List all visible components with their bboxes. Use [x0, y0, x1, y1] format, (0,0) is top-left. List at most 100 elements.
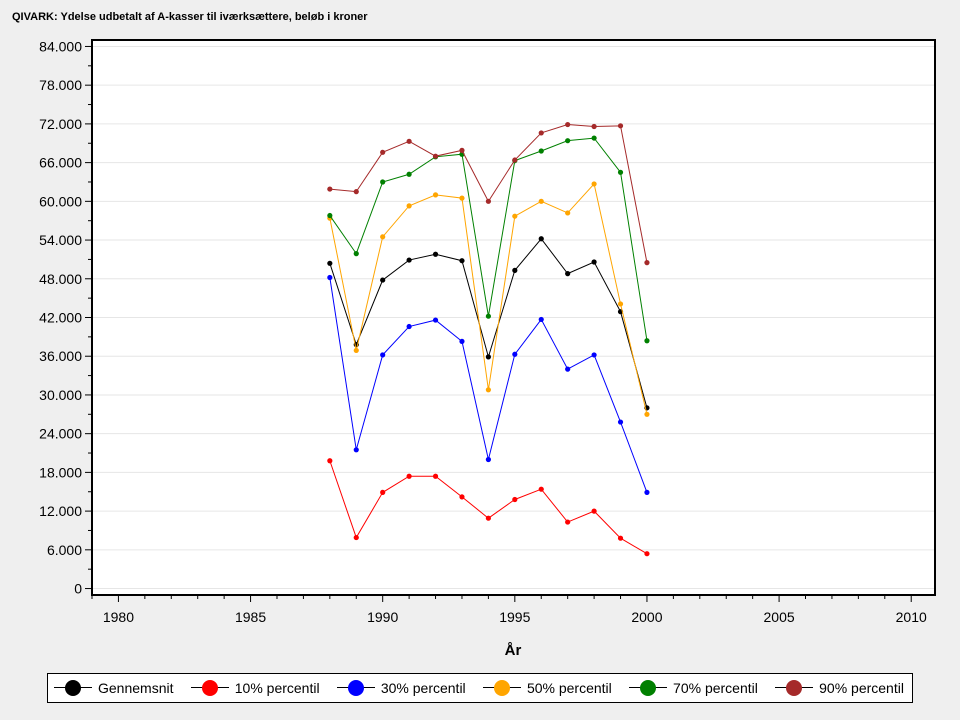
series-5 [327, 121, 650, 266]
legend-label: 90% percentil [819, 680, 904, 696]
data-point [512, 157, 518, 163]
series-lines [327, 121, 650, 557]
legend-marker-icon [775, 680, 814, 696]
y-tick-label: 72.000 [39, 116, 82, 132]
data-point [353, 347, 359, 354]
data-point [512, 496, 518, 503]
data-point [380, 234, 386, 240]
data-point [459, 147, 465, 153]
y-tick-label: 54.000 [39, 232, 82, 248]
line-chart: 0 6.000 12.000 18.000 24.000 30.000 36.000 42.0… [39, 38, 936, 659]
data-point [565, 519, 571, 525]
data-point [406, 203, 412, 209]
legend-item: Gennemsnit [54, 680, 173, 696]
x-tick-label: 1985 [235, 609, 266, 625]
series-2 [327, 274, 650, 495]
chart-title: QIVARK: Ydelse udbetalt af A-kasser til … [12, 11, 368, 23]
data-point [565, 138, 571, 144]
data-point [485, 456, 491, 463]
legend-marker-icon [336, 680, 375, 696]
data-point [538, 486, 544, 492]
legend-marker-icon [190, 680, 229, 696]
legend-marker-icon [482, 680, 521, 696]
y-tick-label: 18.000 [39, 464, 82, 480]
legend-label: 30% percentil [380, 680, 466, 696]
data-point [591, 181, 597, 187]
x-tick-label: 2000 [631, 609, 662, 625]
data-point [591, 123, 597, 130]
data-point [406, 171, 412, 177]
series-0 [327, 236, 650, 411]
data-point [485, 515, 491, 521]
data-point [327, 260, 333, 266]
y-tick-label: 48.000 [39, 271, 82, 287]
legend-label: 50% percentil [526, 680, 612, 696]
data-point [617, 535, 624, 541]
y-tick-label: 78.000 [39, 77, 82, 93]
data-point [459, 195, 465, 201]
legend-label: 70% percentil [673, 680, 758, 696]
data-point [327, 274, 333, 281]
legend-marker-icon [629, 680, 668, 696]
data-point [485, 354, 491, 360]
data-point [353, 534, 359, 541]
y-tick-label: 84.000 [39, 38, 82, 54]
data-point [617, 169, 624, 175]
data-point [565, 121, 571, 128]
y-tick-label: 60.000 [39, 193, 82, 209]
y-tick-label: 66.000 [39, 155, 82, 171]
data-point [565, 366, 571, 372]
data-point [406, 473, 412, 479]
data-point [538, 198, 544, 204]
y-tick-label: 36.000 [39, 348, 82, 364]
data-point [459, 338, 465, 344]
data-point [485, 198, 491, 204]
data-point [512, 213, 518, 219]
data-point [459, 494, 465, 500]
data-point [432, 192, 439, 198]
x-tick-label: 2005 [764, 609, 795, 625]
data-point [406, 323, 412, 330]
data-point [644, 260, 650, 266]
data-point [380, 179, 386, 185]
legend-item: 10% percentil [190, 680, 320, 696]
legend-label: 10% percentil [234, 680, 320, 696]
legend-item: 90% percentil [775, 680, 904, 696]
y-tick-label: 0 [74, 581, 82, 597]
data-point [485, 387, 491, 393]
data-point [432, 473, 439, 479]
data-point [538, 236, 544, 242]
data-point [432, 153, 439, 159]
data-point [485, 313, 491, 319]
data-point [432, 251, 439, 257]
data-point [644, 489, 650, 495]
legend: Gennemsnit 10% percentil 30% percentil 50% … [47, 673, 913, 703]
data-point [538, 130, 544, 136]
legend-label: Gennemsnit [98, 680, 174, 696]
data-point [538, 316, 544, 323]
x-tick-label: 2010 [896, 609, 927, 625]
y-tick-label: 6.000 [47, 542, 82, 558]
data-point [591, 352, 597, 358]
x-tick-label: 1990 [367, 609, 398, 625]
data-point [459, 258, 465, 264]
data-point [406, 257, 412, 263]
series-1 [327, 458, 650, 557]
data-point [380, 149, 386, 155]
legend-item: 70% percentil [629, 680, 758, 696]
data-point [327, 458, 333, 464]
data-point [353, 189, 359, 195]
data-point [380, 352, 386, 358]
data-point [644, 411, 650, 417]
data-point [406, 138, 412, 144]
x-tick-label: 1980 [103, 609, 134, 625]
data-point [617, 301, 624, 307]
data-point [591, 508, 597, 514]
data-point [617, 419, 624, 425]
data-point [565, 271, 571, 277]
x-tick-label: 1995 [499, 609, 530, 625]
legend-marker-icon [54, 680, 92, 696]
data-point [380, 489, 386, 495]
data-point [353, 251, 359, 257]
y-tick-label: 24.000 [39, 426, 82, 442]
